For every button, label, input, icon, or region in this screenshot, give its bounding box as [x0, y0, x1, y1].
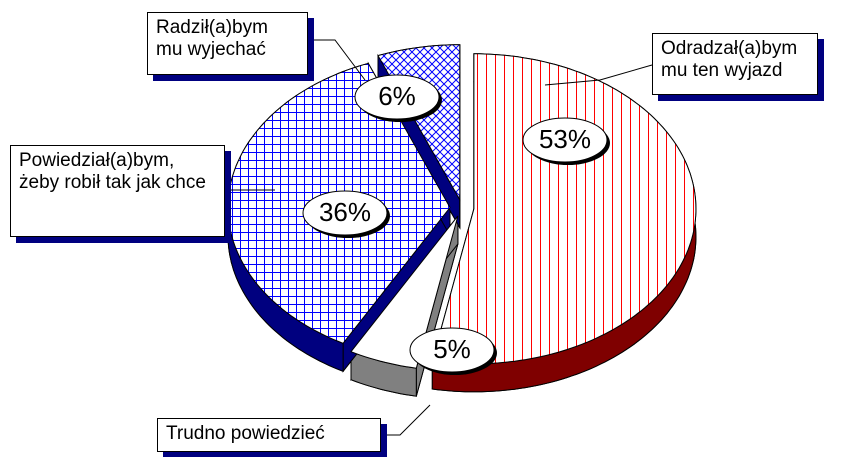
category-label: Powiedział(a)bym, żeby robił tak jak chc… [10, 145, 225, 237]
value-label-bg [354, 74, 440, 120]
slice [350, 215, 459, 369]
category-label: Odradzał(a)bym mu ten wyjazd [652, 33, 818, 95]
value-label: 36% [319, 197, 371, 227]
value-label: 6% [378, 81, 416, 111]
value-label: 5% [433, 334, 471, 364]
category-label: Trudno powiedzieć [157, 418, 381, 452]
leader-line [308, 39, 366, 81]
leader-line [381, 404, 431, 436]
leader-line [544, 64, 653, 86]
leader-lines [225, 39, 653, 436]
value-label: 53% [539, 124, 591, 154]
slice [431, 53, 697, 365]
pie-tops [227, 44, 697, 369]
value-label-bg [522, 117, 608, 163]
value-label-bg [302, 190, 388, 236]
value-label-bg [409, 327, 495, 373]
category-label: Radził(a)bym mu wyjechać [147, 12, 308, 75]
